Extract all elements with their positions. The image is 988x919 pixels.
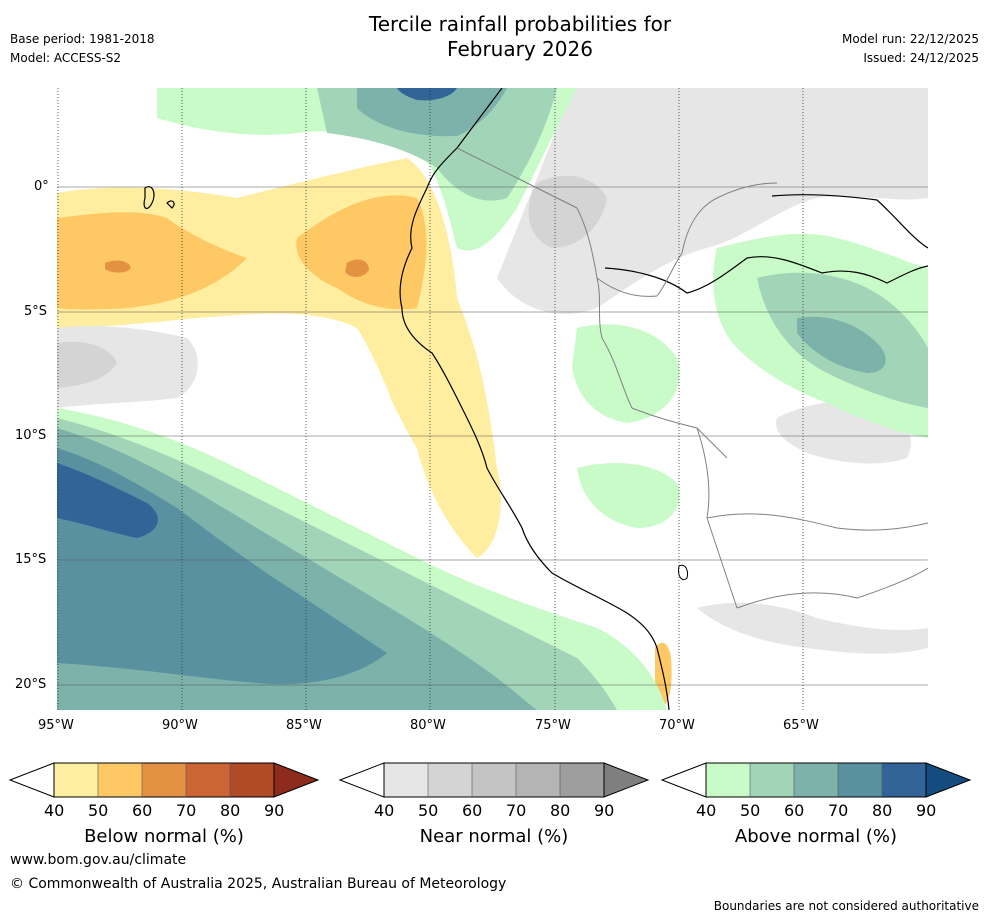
lon-label-65w: 65°W <box>783 718 819 733</box>
below-tick-40: 40 <box>44 801 65 820</box>
model-run: Model run: 22/12/2025 <box>841 32 979 46</box>
near-bin-80-90 <box>560 763 604 797</box>
below-normal-peru-coast <box>387 385 487 492</box>
above-tick-40: 40 <box>696 801 717 820</box>
below-bin-60-70 <box>142 763 186 797</box>
above-normal-80-southwest <box>57 463 158 538</box>
below-bin-80-90 <box>230 763 274 797</box>
near-bin-60-70 <box>472 763 516 797</box>
footer-disclaimer: Boundaries are not considered authoritat… <box>713 899 979 913</box>
near-tick-70: 70 <box>506 801 527 820</box>
above-bin-70-80 <box>838 763 882 797</box>
title-line2: February 2026 <box>447 37 593 61</box>
legend-below-label: Below normal (%) <box>84 826 244 847</box>
below-tick-90: 90 <box>264 801 285 820</box>
near-tick-60: 60 <box>462 801 483 820</box>
lon-label-70w: 70°W <box>659 718 695 733</box>
above-extend-high <box>925 762 972 798</box>
issued-date: Issued: 24/12/2025 <box>863 51 979 65</box>
near-tick-90: 90 <box>594 801 615 820</box>
near-bin-50-60 <box>428 763 472 797</box>
below-normal-50-coast <box>296 195 427 310</box>
colorbar-near <box>338 762 650 798</box>
near-extend-low <box>338 762 385 798</box>
coastline-amazon-mouth <box>604 256 928 294</box>
below-tick-70: 70 <box>176 801 197 820</box>
below-bin-70-80 <box>186 763 230 797</box>
below-dividers <box>97 763 231 797</box>
lon-label-90w: 90°W <box>162 718 198 733</box>
near-tick-50: 50 <box>418 801 439 820</box>
above-bin-50-60 <box>750 763 794 797</box>
below-tick-60: 60 <box>132 801 153 820</box>
legend-near-label: Near normal (%) <box>419 826 569 847</box>
coastline <box>399 88 670 710</box>
below-normal-60-spot-1 <box>105 260 131 273</box>
near-tick-80: 80 <box>550 801 571 820</box>
near-normal-region-southeast <box>697 602 928 654</box>
below-bin-40-50 <box>54 763 98 797</box>
galapagos-islands <box>143 186 175 210</box>
above-dividers <box>749 763 883 797</box>
above-bin-40-50 <box>706 763 750 797</box>
above-normal-80-north <box>397 88 457 101</box>
near-dividers <box>427 763 561 797</box>
below-tick-80: 80 <box>220 801 241 820</box>
below-normal-50-west <box>57 212 247 310</box>
coastline-amazon-north <box>771 194 928 249</box>
graticule <box>57 186 928 686</box>
below-bin-50-60 <box>98 763 142 797</box>
lat-label-0: 0° <box>34 179 49 194</box>
below-extend-high <box>273 762 320 798</box>
above-frame <box>705 762 927 798</box>
above-normal-60-north <box>357 88 507 137</box>
colorbar-above <box>660 762 972 798</box>
above-normal-region-bolivia <box>572 324 680 423</box>
near-extend-high <box>603 762 650 798</box>
above-tick-60: 60 <box>784 801 805 820</box>
country-borders <box>456 147 928 609</box>
chart-title: Tercile rainfall probabilities for Febru… <box>320 12 720 62</box>
footer-url: www.bom.gov.au/climate <box>10 852 187 868</box>
lat-label-20s: 20°S <box>15 677 47 692</box>
above-tick-80: 80 <box>872 801 893 820</box>
lon-label-75w: 75°W <box>535 718 571 733</box>
near-frame <box>383 762 605 798</box>
title-line1: Tercile rainfall probabilities for <box>368 12 672 36</box>
lake-titicaca <box>678 564 688 581</box>
above-extend-low <box>660 762 707 798</box>
near-bin-70-80 <box>516 763 560 797</box>
above-normal-region-central <box>577 463 680 528</box>
above-bin-80-90 <box>882 763 926 797</box>
base-period: Base period: 1981-2018 <box>10 32 155 46</box>
legend-above-label: Above normal (%) <box>734 826 898 847</box>
model-name: Model: ACCESS-S2 <box>10 51 122 65</box>
above-tick-50: 50 <box>740 801 761 820</box>
lon-label-95w: 95°W <box>38 718 74 733</box>
below-extend-low <box>8 762 55 798</box>
rainfall-map <box>57 88 928 710</box>
lat-label-10s: 10°S <box>15 428 47 443</box>
near-normal-50-west <box>57 341 117 388</box>
footer-copyright: © Commonwealth of Australia 2025, Austra… <box>10 876 507 892</box>
lat-label-5s: 5°S <box>24 304 48 319</box>
near-tick-40: 40 <box>374 801 395 820</box>
above-tick-90: 90 <box>916 801 937 820</box>
above-bin-60-70 <box>794 763 838 797</box>
lon-label-85w: 85°W <box>286 718 322 733</box>
below-tick-50: 50 <box>88 801 109 820</box>
lon-label-80w: 80°W <box>410 718 446 733</box>
lat-label-15s: 15°S <box>15 552 47 567</box>
below-frame <box>53 762 275 798</box>
near-bin-40-50 <box>384 763 428 797</box>
above-tick-70: 70 <box>828 801 849 820</box>
below-normal-60-spot-2 <box>345 259 369 277</box>
colorbar-below <box>8 762 320 798</box>
above-normal-60-east <box>797 316 886 373</box>
